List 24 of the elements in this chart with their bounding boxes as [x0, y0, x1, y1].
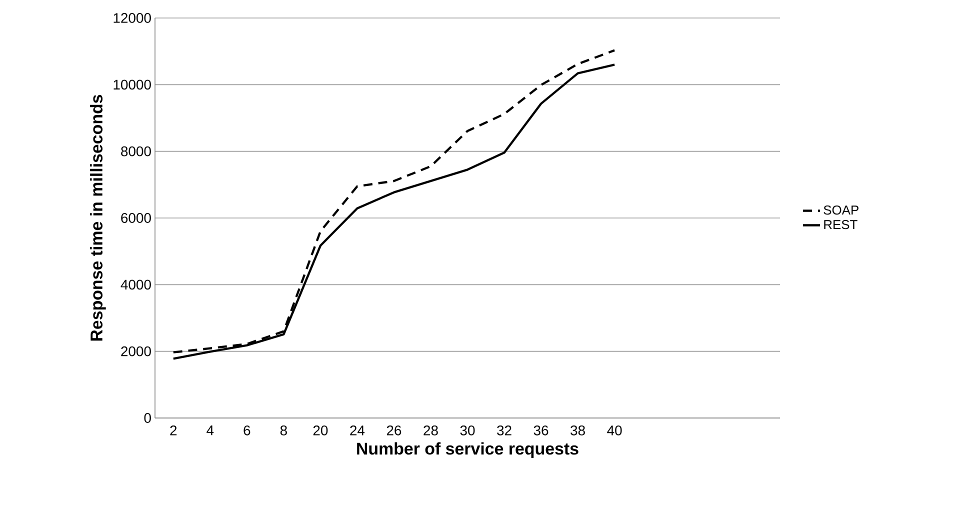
x-tick-label: 26	[386, 425, 402, 436]
x-axis-title: Number of service requests	[357, 442, 578, 458]
legend-label: SOAP	[824, 205, 858, 215]
y-tick-label: 6000	[121, 213, 151, 223]
y-axis-title: Response time in milliseconds	[90, 94, 106, 341]
x-tick-label: 8	[280, 425, 287, 436]
legend-label: REST	[824, 220, 858, 230]
y-tick-label: 0	[144, 413, 151, 423]
x-tick-label: 40	[607, 425, 622, 436]
x-tick-label: 20	[313, 425, 328, 436]
x-tick-label: 38	[570, 425, 585, 436]
x-tick-label: 30	[460, 425, 475, 436]
x-tick-label: 6	[244, 425, 250, 436]
y-tick-label: 4000	[120, 280, 151, 290]
x-tick-label: 4	[206, 426, 214, 436]
x-tick-label: 28	[424, 425, 438, 436]
x-tick-label: 2	[170, 425, 177, 436]
x-tick-label: 32	[497, 425, 512, 436]
y-tick-label: 12000	[114, 13, 151, 23]
y-tick-label: 8000	[121, 146, 151, 156]
x-tick-label: 24	[350, 425, 365, 436]
y-tick-label: 2000	[121, 346, 151, 356]
x-tick-label: 36	[534, 425, 548, 436]
y-tick-label: 10000	[114, 80, 151, 90]
